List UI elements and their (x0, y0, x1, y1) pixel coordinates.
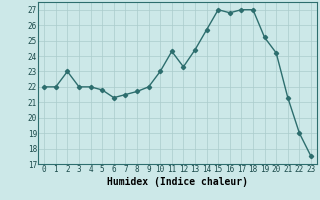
X-axis label: Humidex (Indice chaleur): Humidex (Indice chaleur) (107, 177, 248, 187)
